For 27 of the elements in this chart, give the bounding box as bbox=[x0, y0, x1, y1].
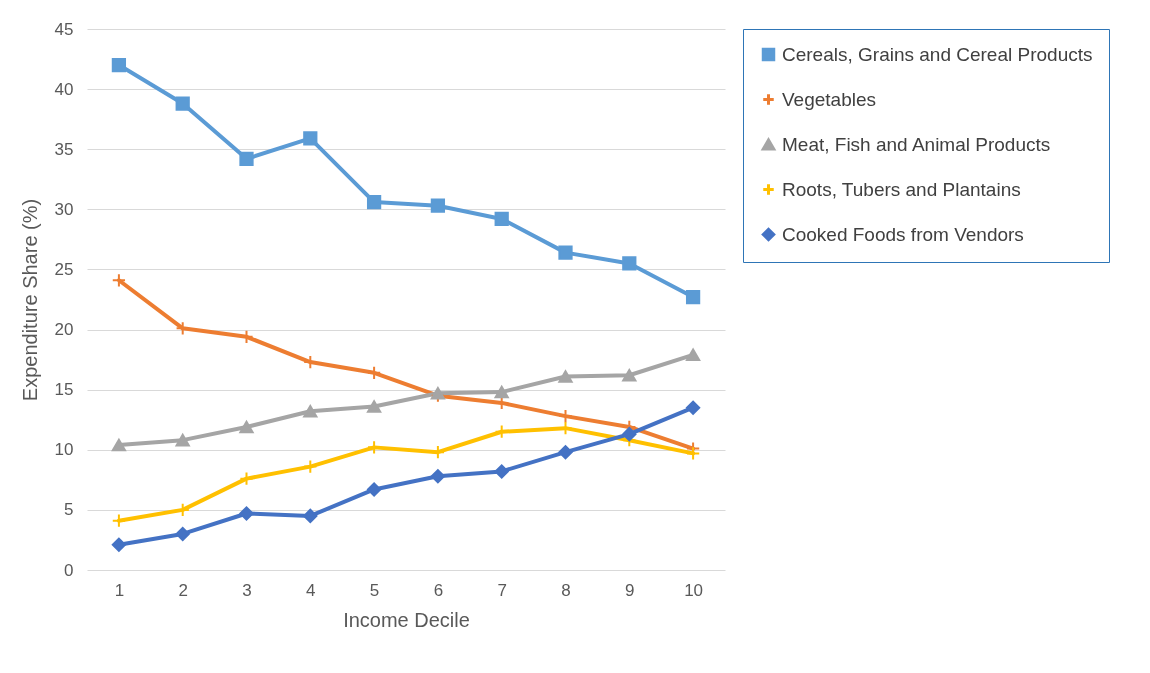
x-tick-label: 10 bbox=[684, 580, 704, 600]
y-tick-label: 15 bbox=[54, 380, 74, 400]
y-tick-label: 45 bbox=[54, 19, 74, 39]
y-tick-label: 40 bbox=[54, 79, 74, 99]
y-tick-label: 25 bbox=[54, 259, 74, 279]
y-axis-title: Expenditure Share (%) bbox=[18, 198, 41, 402]
y-tick-label: 30 bbox=[54, 199, 74, 219]
y-tick-label: 35 bbox=[54, 139, 74, 159]
legend-label: Cooked Foods from Vendors bbox=[782, 223, 1024, 245]
x-tick-label: 3 bbox=[242, 580, 252, 600]
x-tick-label: 7 bbox=[497, 580, 507, 600]
y-tick-label: 0 bbox=[64, 560, 74, 580]
x-tick-label: 6 bbox=[433, 580, 444, 600]
legend-label: Cereals, Grains and Cereal Products bbox=[782, 43, 1093, 65]
x-tick-label: 9 bbox=[625, 580, 635, 600]
x-tick-label: 5 bbox=[369, 580, 380, 600]
x-axis-title: Income Decile bbox=[343, 608, 470, 631]
legend-label: Vegetables bbox=[782, 88, 877, 110]
y-tick-label: 10 bbox=[54, 440, 74, 460]
x-tick-label: 4 bbox=[306, 580, 316, 600]
y-tick-label: 20 bbox=[54, 320, 74, 340]
x-tick-label: 1 bbox=[114, 580, 125, 600]
y-tick-label: 5 bbox=[64, 500, 74, 520]
legend-label: Roots, Tubers and Plantains bbox=[782, 178, 1021, 200]
x-tick-label: 8 bbox=[561, 580, 571, 600]
x-tick-label: 2 bbox=[178, 580, 188, 600]
legend-label: Meat, Fish and Animal Products bbox=[782, 133, 1051, 155]
